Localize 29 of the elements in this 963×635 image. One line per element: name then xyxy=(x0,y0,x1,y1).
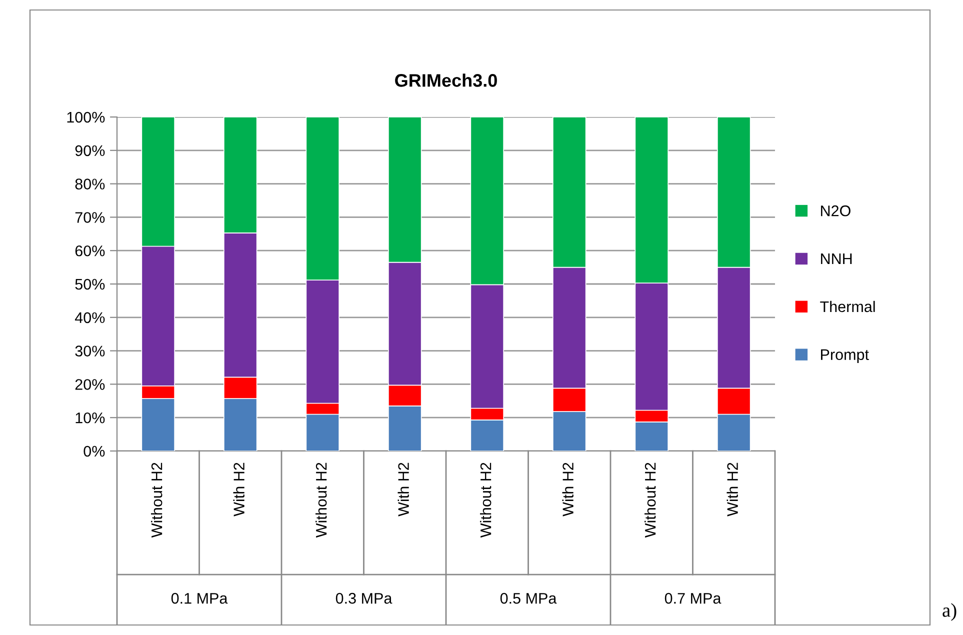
text: 0.7 MPa xyxy=(664,592,722,604)
text: 0.1 MPa xyxy=(171,592,228,604)
x-tick-label: With H2 xyxy=(562,462,574,516)
x-tick-label: Without H2 xyxy=(316,462,327,538)
y-tick-label: 80% xyxy=(75,178,105,190)
y-tick-label: 70% xyxy=(75,212,105,223)
x-tick-label: With H2 xyxy=(398,462,409,516)
text: a) xyxy=(942,603,956,621)
legend-label: N2O xyxy=(821,205,850,216)
y-tick-label: 20% xyxy=(75,379,105,390)
y-tick-label: 30% xyxy=(75,346,105,356)
legend-label: NNH xyxy=(821,254,852,264)
x-tick-label: Without H2 xyxy=(480,462,492,538)
x-tick-label: With H2 xyxy=(233,462,244,516)
x-tick-label: With H2 xyxy=(726,462,738,516)
text: 0.3 MPa xyxy=(336,592,392,604)
text: 0.5 MPa xyxy=(500,592,557,604)
y-tick-label: 100% xyxy=(67,112,105,123)
x-tick-label: Without H2 xyxy=(151,462,162,538)
y-tick-label: 60% xyxy=(75,245,105,256)
y-tick-label: 10% xyxy=(76,412,105,424)
legend-label: Thermal xyxy=(820,300,875,312)
y-tick-label: 50% xyxy=(75,278,105,290)
x-tick-label: Without H2 xyxy=(644,462,656,538)
y-tick-label: 0% xyxy=(84,446,105,457)
chart-title: GRIMech3.0 xyxy=(395,74,497,87)
y-tick-label: 40% xyxy=(74,312,105,324)
y-tick-label: 90% xyxy=(75,145,105,156)
legend-label: Prompt xyxy=(821,349,869,364)
